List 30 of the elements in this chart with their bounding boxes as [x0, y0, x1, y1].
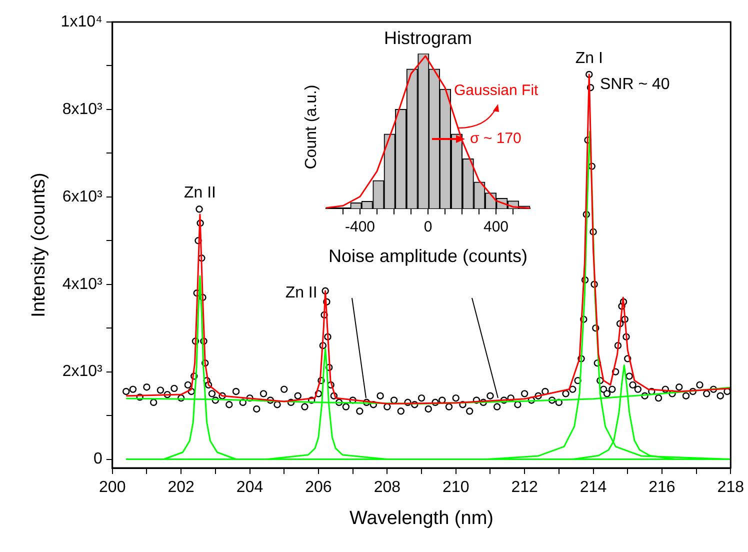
x-tick-label: 204 — [236, 479, 264, 496]
y-axis-title: Count (a.u.) — [303, 84, 321, 170]
x-tick-label: 212 — [511, 479, 538, 496]
x-tick-label: 210 — [442, 479, 470, 496]
x-tick-label: 216 — [648, 479, 676, 496]
y-axis-title: Intensity (counts) — [28, 172, 50, 318]
x-tick-label: 214 — [580, 479, 607, 496]
annotation: Zn II — [285, 284, 318, 302]
x-tick-label: 400 — [483, 218, 509, 236]
y-tick-label: 2x10³ — [62, 363, 104, 380]
annotation: Zn II — [184, 184, 216, 202]
annotation: Zn I — [575, 50, 603, 67]
x-axis-title: Noise amplitude (counts) — [328, 246, 528, 266]
y-tick-label: 6x10³ — [62, 188, 104, 206]
x-tick-label: -400 — [344, 218, 376, 236]
annotation: SNR ~ 40 — [600, 76, 670, 94]
x-tick-label: 0 — [424, 218, 432, 236]
annotation: σ ~ 170 — [470, 130, 522, 147]
x-tick-label: 218 — [717, 479, 744, 496]
x-tick-label: 208 — [374, 479, 401, 496]
x-tick-label: 200 — [99, 479, 126, 496]
annotation: Gaussian Fit — [454, 82, 538, 99]
y-tick-label: 1x10⁴ — [60, 13, 102, 30]
y-tick-label: 0 — [93, 450, 102, 468]
y-tick-label: 4x10³ — [62, 276, 104, 293]
chart-title: Histrogram — [384, 28, 472, 48]
y-tick-label: 8x10³ — [62, 100, 104, 118]
x-tick-label: 202 — [168, 479, 195, 496]
x-tick-label: 206 — [305, 479, 332, 496]
x-axis-title: Wavelength (nm) — [350, 508, 494, 529]
